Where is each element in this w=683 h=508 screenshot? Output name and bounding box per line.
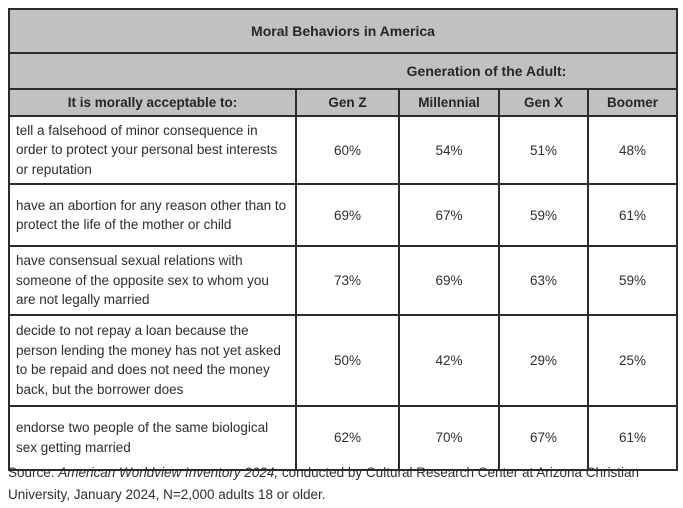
column-header-behavior: It is morally acceptable to: [8,88,297,117]
value-boomer: 25% [587,313,678,407]
behavior-label: have an abortion for any reason other th… [8,183,297,248]
column-header-gen-x: Gen X [498,88,589,117]
column-header-boomer: Boomer [587,88,678,117]
value-boomer: 61% [587,183,678,248]
value-gen-z: 73% [295,245,400,316]
value-boomer: 48% [587,114,678,186]
behavior-label: endorse two people of the same biologica… [8,404,297,471]
value-gen-x: 63% [498,245,589,316]
column-header-millennial: Millennial [398,88,500,117]
source-citation: Source: American Worldview Inventory 202… [8,462,676,506]
value-gen-z: 69% [295,183,400,248]
value-gen-x: 59% [498,183,589,248]
value-millennial: 42% [398,313,500,407]
source-prefix: Source: [8,465,59,480]
column-header-gen-z: Gen Z [295,88,400,117]
value-gen-z: 62% [295,404,400,471]
source-suffix: conducted by Cultural Research Center at… [8,465,640,502]
moral-behaviors-table: Moral Behaviors in America Generation of… [8,8,678,471]
value-boomer: 61% [587,404,678,471]
value-millennial: 69% [398,245,500,316]
value-millennial: 70% [398,404,500,471]
behavior-label: tell a falsehood of minor consequence in… [8,114,297,186]
value-gen-x: 29% [498,313,589,407]
value-gen-z: 50% [295,313,400,407]
value-gen-z: 60% [295,114,400,186]
value-boomer: 59% [587,245,678,316]
value-gen-x: 51% [498,114,589,186]
table-row: endorse two people of the same biologica… [8,404,678,471]
generation-header-row: Generation of the Adult: [8,52,678,90]
generation-header-label: Generation of the Adult: [406,63,567,79]
table-title-row: Moral Behaviors in America [8,8,678,54]
table-row: tell a falsehood of minor consequence in… [8,114,678,186]
behavior-label: have consensual sexual relations with so… [8,245,297,316]
table-row: have an abortion for any reason other th… [8,183,678,248]
table-title: Moral Behaviors in America [8,8,678,54]
value-millennial: 54% [398,114,500,186]
behavior-label: decide to not repay a loan because the p… [8,313,297,407]
table-row: have consensual sexual relations with so… [8,245,678,316]
source-publication: American Worldview Inventory 2024, [58,465,279,480]
value-millennial: 67% [398,183,500,248]
column-header-row: It is morally acceptable to: Gen Z Mille… [8,88,678,117]
value-gen-x: 67% [498,404,589,471]
table-row: decide to not repay a loan because the p… [8,313,678,407]
